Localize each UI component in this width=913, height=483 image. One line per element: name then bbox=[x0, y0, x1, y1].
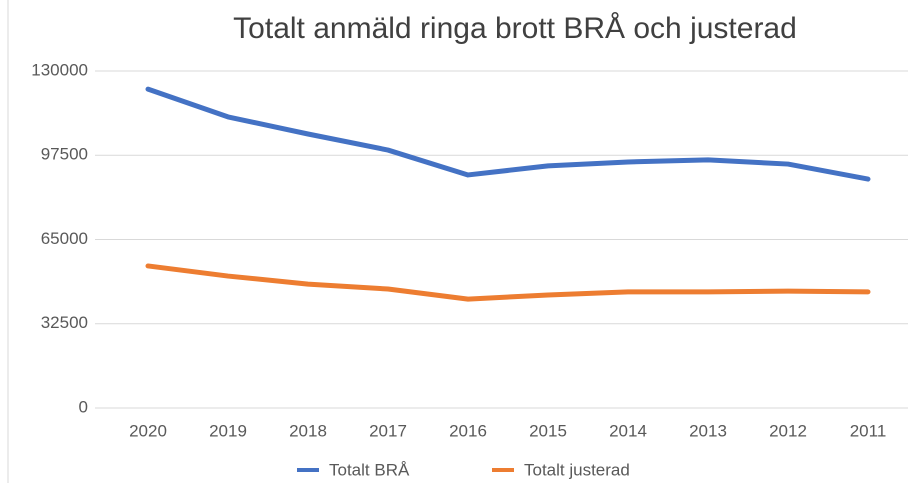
legend-label: Totalt BRÅ bbox=[329, 460, 410, 479]
y-tick-label: 97500 bbox=[41, 145, 88, 164]
line-series bbox=[145, 263, 871, 302]
x-tick-label: 2019 bbox=[209, 421, 247, 440]
y-tick-label: 65000 bbox=[41, 229, 88, 248]
chart-title: Totalt anmäld ringa brott BRÅ och juster… bbox=[233, 12, 797, 45]
x-tick-label: 2020 bbox=[129, 421, 167, 440]
x-tick-label: 2013 bbox=[689, 421, 727, 440]
x-tick-label: 2016 bbox=[449, 421, 487, 440]
y-tick-label: 32500 bbox=[41, 313, 88, 332]
x-tick-label: 2018 bbox=[289, 421, 327, 440]
x-tick-label: 2015 bbox=[529, 421, 567, 440]
line-series bbox=[145, 86, 871, 182]
y-tick-label: 130000 bbox=[31, 60, 88, 79]
x-tick-label: 2017 bbox=[369, 421, 407, 440]
x-tick-label: 2011 bbox=[850, 421, 887, 440]
x-tick-label: 2012 bbox=[769, 421, 807, 440]
y-tick-label: 0 bbox=[79, 397, 88, 416]
x-tick-label: 2014 bbox=[609, 421, 647, 440]
legend-label: Totalt justerad bbox=[524, 460, 630, 479]
